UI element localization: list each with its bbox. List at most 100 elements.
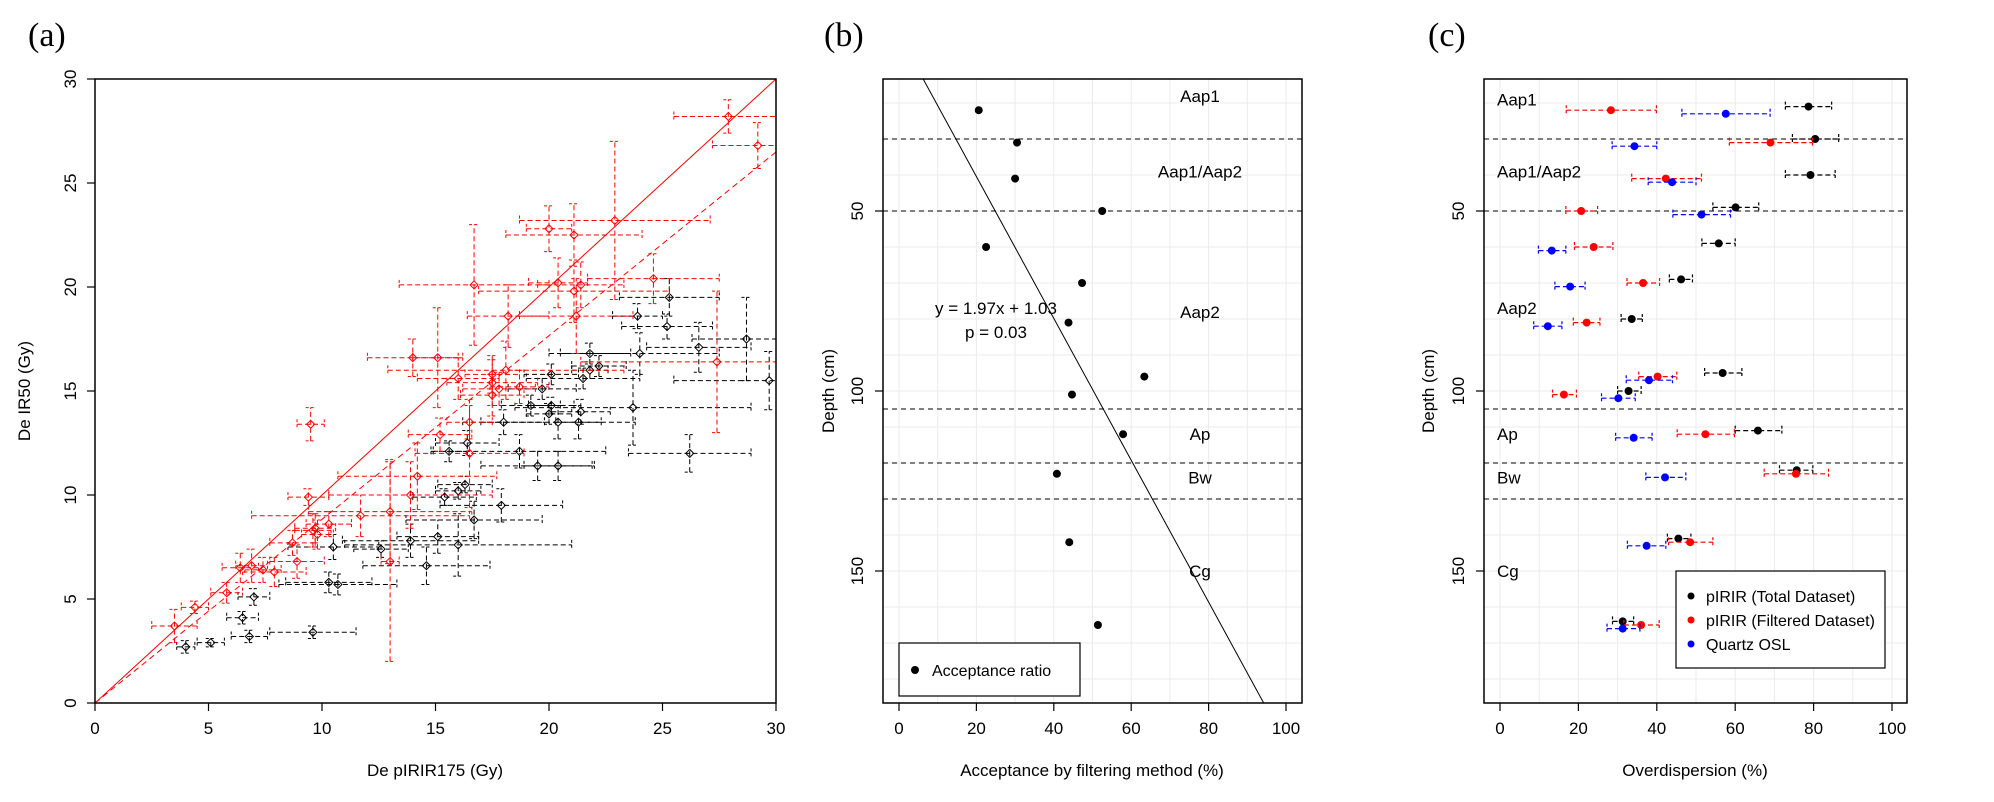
data-point: [573, 417, 584, 427]
data-point: [355, 511, 366, 521]
data-point-group: [523, 363, 580, 386]
data-point-group: [518, 140, 711, 300]
data-point-group: [235, 548, 269, 583]
panel-b-legend-marker: [911, 666, 919, 674]
x-tick-label: 40: [1647, 719, 1666, 738]
data-point-group: [459, 373, 525, 417]
data-point: [1052, 469, 1061, 478]
data-point-group: [380, 461, 400, 662]
data-point-group: [176, 640, 196, 654]
data-point: [532, 461, 543, 471]
data-point: [190, 602, 200, 613]
data-point: [408, 353, 418, 363]
horizon-label: Bw: [1497, 468, 1521, 487]
data-point-group: [242, 556, 307, 588]
data-point: [553, 417, 563, 427]
data-point-group: [269, 625, 357, 640]
data-point: [1644, 376, 1653, 385]
data-point: [1589, 243, 1598, 251]
panel-c-legend-label-total: pIRIR (Total Dataset): [1706, 589, 1855, 606]
data-point-group: [1681, 108, 1771, 119]
panel-a: (a) 0 5 10 15 20 25 30 0 5 10 15 20 25 30 De pIRIR17…: [15, 17, 785, 780]
data-point-group: [1734, 425, 1783, 436]
data-point: [1701, 430, 1710, 439]
data-point-group: [1672, 209, 1732, 220]
panel-a-plot-area: [95, 79, 776, 703]
data-point-group: [587, 253, 720, 305]
data-point-group: [328, 461, 493, 529]
data-point: [169, 621, 180, 631]
panel-a-x-axis-title: De pIRIR175 (Gy): [367, 761, 503, 780]
data-point-group: [180, 600, 209, 615]
data-point-group: [244, 556, 282, 583]
panel-a-y-ticks: 0 5 10 15 20 25 30: [61, 70, 95, 708]
data-point-group: [287, 534, 380, 560]
data-point: [1078, 279, 1087, 287]
data-point-group: [462, 371, 536, 407]
panel-c-legend-label-filtered: pIRIR (Filtered Dataset): [1706, 613, 1875, 630]
data-point-group: [1631, 173, 1703, 184]
data-point-group: [1712, 202, 1760, 213]
data-point-group: [505, 203, 643, 267]
x-tick-label: 5: [204, 719, 213, 738]
one-to-one-line: [95, 79, 776, 703]
data-point: [544, 224, 554, 234]
data-point-group: [196, 637, 225, 648]
x-tick-label: 80: [1199, 719, 1218, 738]
y-tick-label: 20: [61, 278, 80, 297]
data-point: [537, 384, 547, 394]
data-point: [444, 446, 454, 457]
data-point-group: [1600, 393, 1636, 404]
data-point: [308, 627, 318, 637]
data-point: [244, 631, 255, 642]
data-point-group: [673, 350, 776, 411]
data-point: [405, 490, 416, 500]
x-tick-label: 10: [313, 719, 332, 738]
data-point: [585, 348, 595, 359]
panel-c-legend-marker-osl: [1687, 640, 1695, 648]
data-point: [632, 311, 643, 321]
data-point: [269, 567, 280, 577]
data-point-group: [1565, 206, 1599, 216]
y-tick-label: 30: [61, 70, 80, 89]
data-point-group: [548, 342, 632, 365]
data-point: [1011, 174, 1020, 183]
data-point: [433, 531, 443, 542]
data-point: [469, 280, 479, 290]
data-point-group: [278, 573, 398, 596]
data-point: [723, 111, 734, 122]
data-point-group: [1616, 386, 1642, 396]
data-point-group: [237, 588, 271, 606]
data-point: [1766, 138, 1775, 147]
plot-area: Aap1 Aap1/Aap2 Aap2 Ap Bw Cg: [883, 79, 1302, 703]
data-point-group: [480, 450, 595, 481]
data-point-group: [1668, 274, 1694, 285]
data-point: [648, 273, 659, 284]
data-point: [553, 278, 563, 288]
horizon-label: Aap1/Aap2: [1158, 162, 1242, 181]
data-point: [460, 479, 470, 490]
data-point: [1791, 469, 1800, 478]
data-point-group: [618, 278, 720, 317]
data-point: [1606, 106, 1615, 115]
data-point-group: [230, 629, 269, 644]
horizon-label: Ap: [1497, 425, 1518, 444]
data-point: [662, 321, 672, 332]
data-point-group: [1615, 432, 1653, 443]
data-point: [246, 561, 257, 571]
data-point: [1577, 207, 1586, 215]
data-point: [258, 565, 268, 575]
data-point-group: [1551, 389, 1578, 400]
data-point-group: [580, 290, 776, 434]
data-point-group: [407, 417, 473, 452]
data-point: [324, 577, 334, 588]
panel-a-label: (a): [28, 17, 66, 54]
data-point-group: [1533, 321, 1563, 332]
data-point-group: [439, 488, 564, 523]
data-point: [635, 348, 645, 359]
data-point-group: [287, 488, 330, 506]
data-point-group: [1626, 278, 1661, 288]
data-point-group: [525, 205, 573, 253]
data-point: [1067, 390, 1076, 399]
data-point: [1637, 621, 1646, 629]
